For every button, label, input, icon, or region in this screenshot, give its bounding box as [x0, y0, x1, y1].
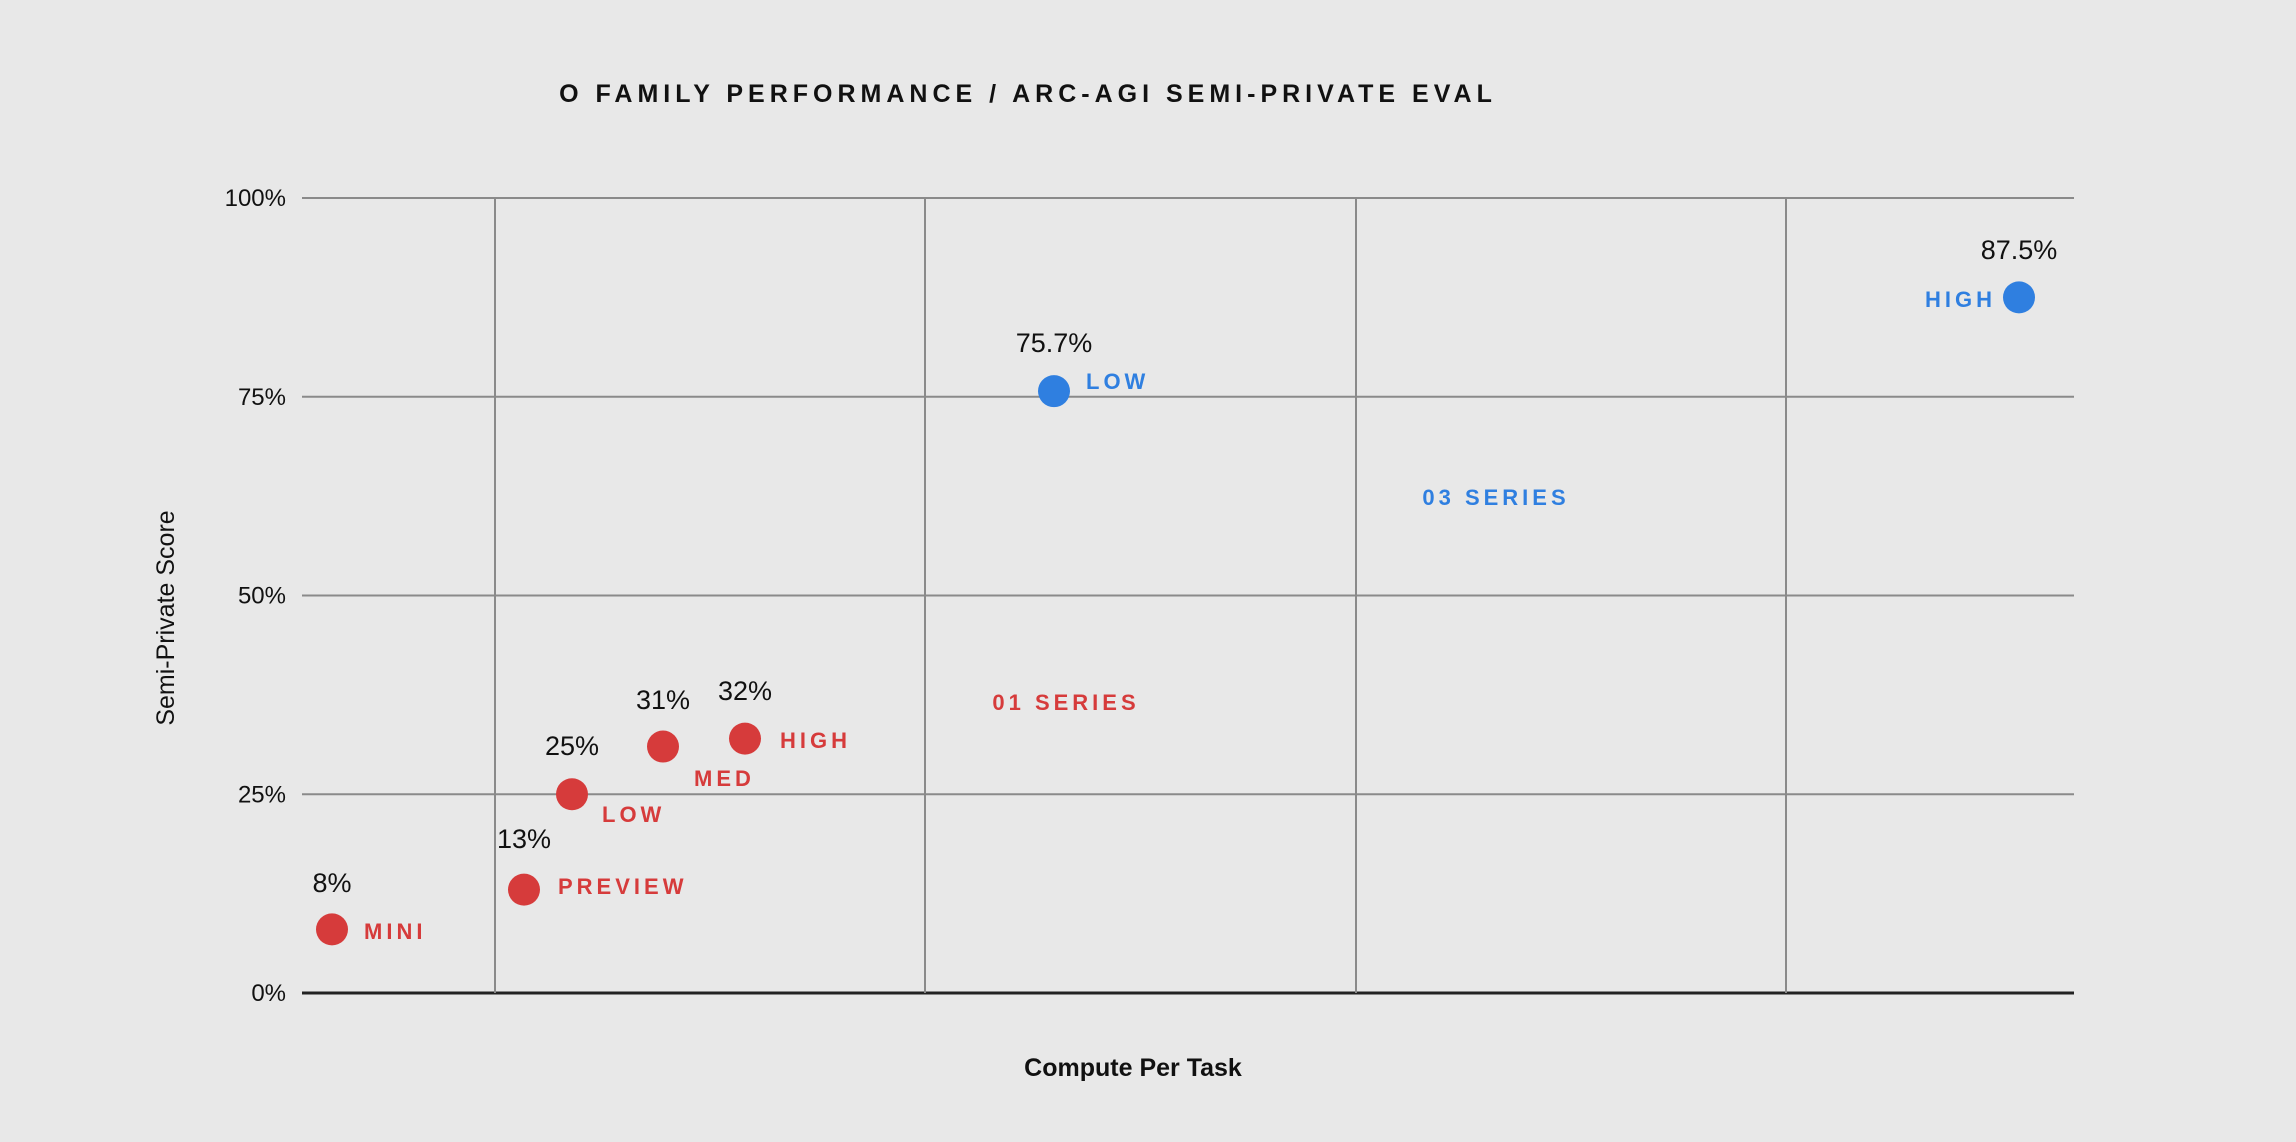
- grid-lines: [302, 197, 2074, 995]
- data-point-label: LOW: [1086, 369, 1149, 394]
- data-point-label: HIGH: [1925, 287, 1996, 312]
- data-point: [2003, 281, 2035, 314]
- y-tick-label: 25%: [238, 781, 286, 808]
- chart-title: O FAMILY PERFORMANCE / ARC-AGI SEMI-PRIV…: [559, 80, 1497, 108]
- data-value-label: 31%: [636, 685, 690, 715]
- series-label: 03 SERIES: [1422, 485, 1569, 510]
- data-point-label: MED: [694, 766, 755, 791]
- data-point: [316, 913, 348, 946]
- x-axis-label: Compute Per Task: [1024, 1054, 1242, 1082]
- data-point-label: PREVIEW: [558, 874, 687, 899]
- data-value-label: 32%: [718, 676, 772, 706]
- data-point: [508, 873, 540, 906]
- data-point: [556, 778, 588, 811]
- data-point: [1038, 375, 1070, 408]
- y-tick-label: 100%: [225, 185, 286, 212]
- y-tick-label: 0%: [251, 980, 286, 1007]
- y-axis-label: Semi-Private Score: [152, 510, 180, 725]
- data-point-label: HIGH: [780, 728, 851, 753]
- data-points: 8% MINI 13% PREVIEW 25% LOW 31% MED 32% HIGH 75.7%…: [312, 235, 2058, 946]
- series-labels: 01 SERIES 03 SERIES: [992, 485, 1569, 715]
- data-value-label: 8%: [312, 868, 351, 898]
- data-value-label: 13%: [497, 824, 551, 854]
- data-point-label: LOW: [602, 802, 665, 827]
- data-point: [729, 722, 761, 755]
- y-axis-ticks: 0% 25% 50% 75% 100%: [225, 185, 286, 1007]
- y-tick-label: 75%: [238, 384, 286, 411]
- data-point-label: MINI: [364, 919, 426, 944]
- data-value-label: 87.5%: [1981, 235, 2058, 265]
- data-point: [647, 730, 679, 763]
- series-label: 01 SERIES: [992, 690, 1139, 715]
- data-value-label: 75.7%: [1016, 328, 1093, 358]
- y-tick-label: 50%: [238, 583, 286, 610]
- data-value-label: 25%: [545, 731, 599, 761]
